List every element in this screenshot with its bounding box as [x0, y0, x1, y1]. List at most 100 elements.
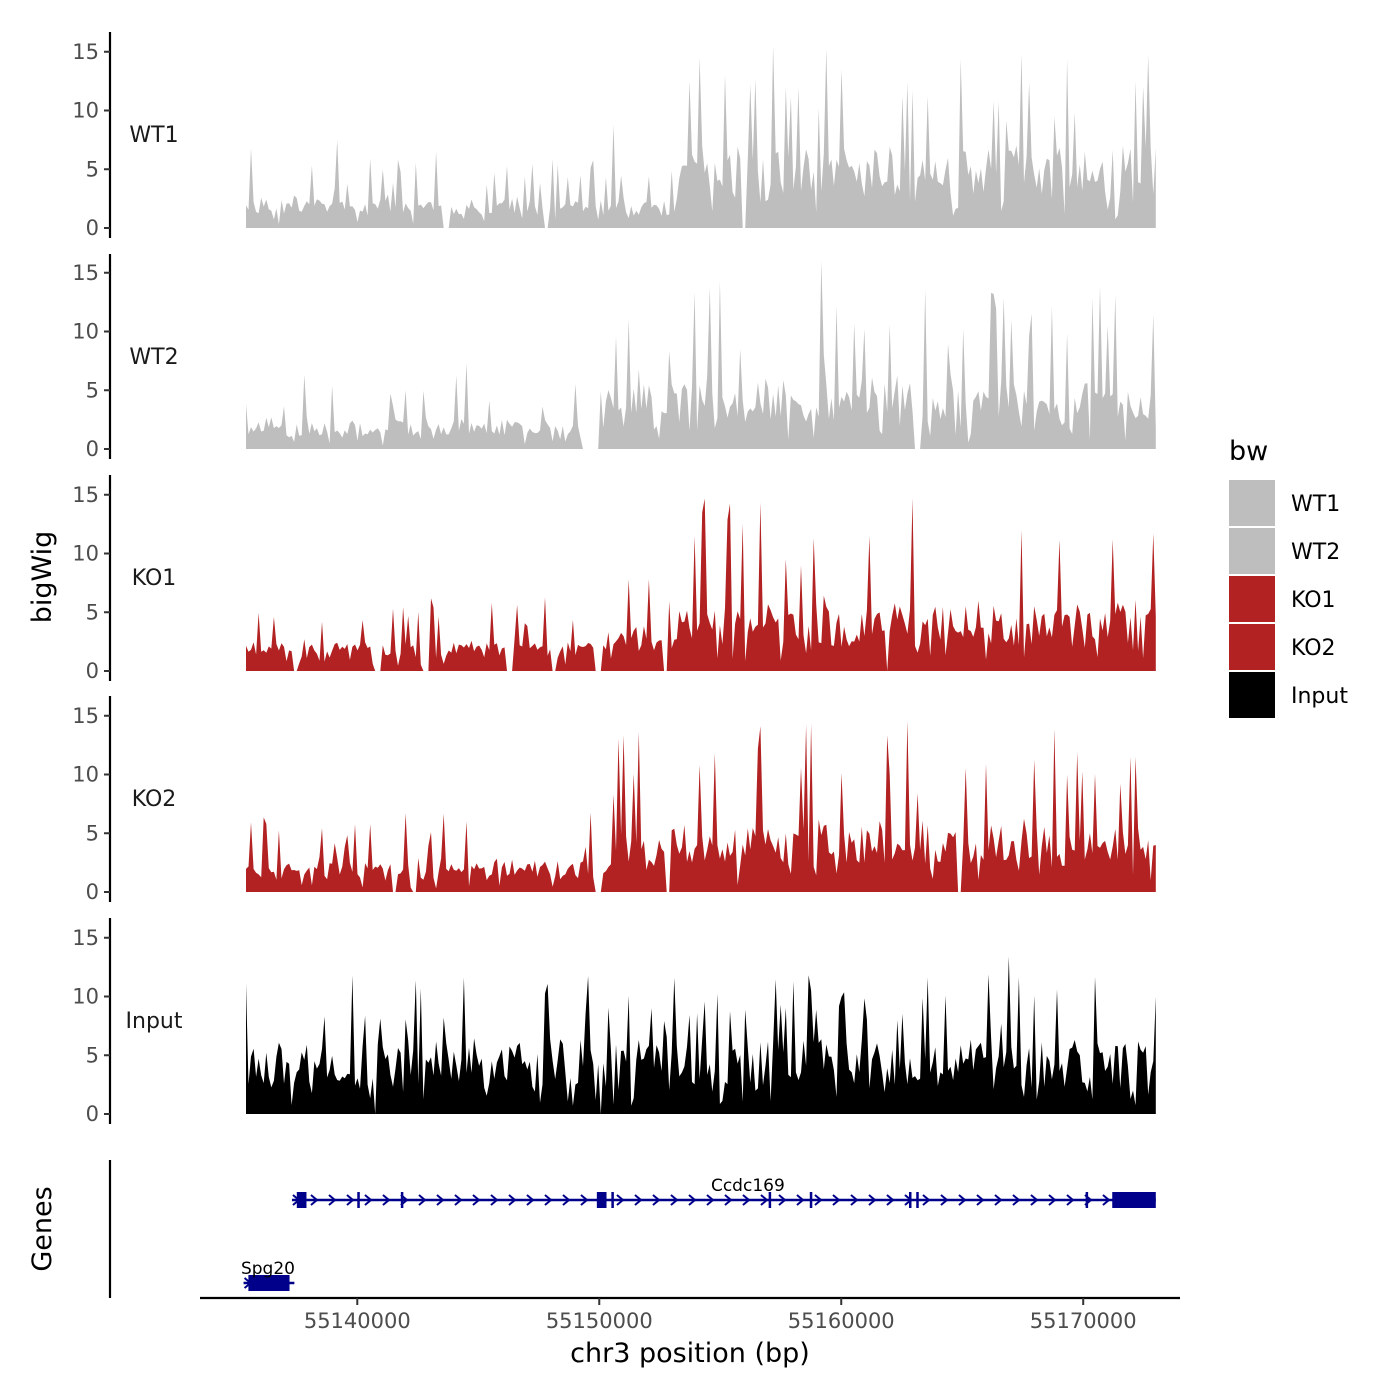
y-tick-label: 15	[72, 40, 99, 64]
x-tick-label: 55170000	[1030, 1309, 1137, 1333]
strand-chevron	[1066, 1194, 1075, 1206]
legend-item-wt1: WT1	[1229, 480, 1340, 526]
legend-label: KO2	[1291, 636, 1336, 661]
strand-chevron	[616, 1194, 625, 1206]
strand-chevron	[328, 1194, 337, 1206]
strand-chevron	[706, 1194, 715, 1206]
legend-swatch	[1229, 672, 1275, 718]
legend-label: KO1	[1291, 588, 1336, 613]
exon	[357, 1192, 360, 1208]
strand-chevron	[958, 1194, 967, 1206]
exon	[400, 1192, 404, 1208]
strand-chevron	[634, 1194, 643, 1206]
track-wt2: 0 5 10 15 WT2	[72, 254, 1156, 461]
strand-chevron	[1102, 1194, 1111, 1206]
exon	[768, 1192, 772, 1208]
strand-chevron	[976, 1194, 985, 1206]
legend-item-wt2: WT2	[1229, 528, 1340, 574]
strand-chevron	[418, 1194, 427, 1206]
strand-chevron	[580, 1194, 589, 1206]
track-wt1: 0 5 10 15 WT1	[72, 32, 1156, 240]
strand-chevron	[544, 1194, 553, 1206]
strand-chevron	[922, 1194, 931, 1206]
exon	[596, 1192, 607, 1208]
tracks-layer: 0 5 10 15 WT1 0 5 10 15 WT2 0 5 10 15 KO1 0 5 10 15 KO2 0 5 10…	[72, 32, 1156, 1126]
y-tick-label: 10	[72, 99, 99, 123]
y-tick-label: 0	[86, 659, 99, 683]
legend-label: Input	[1291, 684, 1348, 709]
legend-item-ko1: KO1	[1229, 576, 1336, 622]
exon	[296, 1192, 307, 1208]
area-wt2	[246, 261, 1156, 449]
y-tick-label: 0	[86, 880, 99, 904]
legend-label: WT1	[1291, 492, 1340, 517]
track-label-ko2: KO2	[132, 787, 177, 812]
exon	[248, 1275, 290, 1291]
y-tick-label: 0	[86, 437, 99, 461]
track-label-input: Input	[126, 1009, 183, 1034]
strand-chevron	[364, 1194, 373, 1206]
exon	[908, 1192, 912, 1208]
gene-spg20: Spg20	[241, 1259, 295, 1291]
y-tick-label: 10	[72, 763, 99, 787]
track-label-wt2: WT2	[129, 345, 178, 370]
legend-label: WT2	[1291, 540, 1340, 565]
legend-swatch	[1229, 624, 1275, 670]
y-tick-label: 15	[72, 483, 99, 507]
y-tick-label: 10	[72, 542, 99, 566]
strand-chevron	[760, 1194, 769, 1206]
genes-layer: Ccdc169 Spg20	[108, 1160, 1156, 1298]
x-axis: 55140000 55150000 55160000 55170000	[200, 1296, 1180, 1333]
strand-chevron	[688, 1194, 697, 1206]
genes-axis-title: Genes	[27, 1186, 58, 1271]
strand-chevron	[526, 1194, 535, 1206]
y-tick-label: 5	[86, 600, 99, 624]
exon	[1112, 1192, 1156, 1208]
y-tick-label: 10	[72, 320, 99, 344]
legend-swatch	[1229, 480, 1275, 526]
strand-chevron	[490, 1194, 499, 1206]
strand-chevron	[472, 1194, 481, 1206]
strand-chevron	[1048, 1194, 1057, 1206]
strand-chevron	[562, 1194, 571, 1206]
gene-label: Ccdc169	[711, 1176, 785, 1196]
exon	[809, 1192, 813, 1208]
strand-chevron	[508, 1194, 517, 1206]
strand-chevron	[454, 1194, 463, 1206]
strand-chevron	[940, 1194, 949, 1206]
legend: bw WT1 WT2 KO1 KO2 Input	[1229, 436, 1348, 718]
gene-ccdc169: Ccdc169	[291, 1176, 1156, 1208]
strand-chevron	[436, 1194, 445, 1206]
area-ko2	[246, 720, 1156, 892]
y-tick-label: 5	[86, 378, 99, 402]
legend-title: bw	[1229, 436, 1268, 467]
x-tick-label: 55160000	[788, 1309, 895, 1333]
strand-chevron	[994, 1194, 1003, 1206]
exon	[1085, 1192, 1089, 1208]
y-tick-label: 5	[86, 157, 99, 181]
strand-chevron	[670, 1194, 679, 1206]
track-label-wt1: WT1	[129, 123, 178, 148]
legend-swatch	[1229, 576, 1275, 622]
area-wt1	[246, 45, 1156, 229]
y-tick-label: 15	[72, 926, 99, 950]
y-tick-label: 15	[72, 704, 99, 728]
legend-item-ko2: KO2	[1229, 624, 1336, 670]
track-label-ko1: KO1	[132, 566, 177, 591]
strand-chevron	[796, 1194, 805, 1206]
y-tick-label: 0	[86, 216, 99, 240]
strand-chevron	[832, 1194, 841, 1206]
strand-chevron	[382, 1194, 391, 1206]
strand-chevron	[778, 1194, 787, 1206]
gene-label: Spg20	[241, 1259, 295, 1279]
track-input: 0 5 10 15 Input	[72, 918, 1156, 1126]
x-tick-label: 55140000	[304, 1309, 411, 1333]
y-tick-label: 10	[72, 985, 99, 1009]
area-ko1	[246, 498, 1156, 671]
exon	[611, 1192, 614, 1208]
exon	[916, 1192, 919, 1208]
y-tick-label: 15	[72, 261, 99, 285]
legend-swatch	[1229, 528, 1275, 574]
